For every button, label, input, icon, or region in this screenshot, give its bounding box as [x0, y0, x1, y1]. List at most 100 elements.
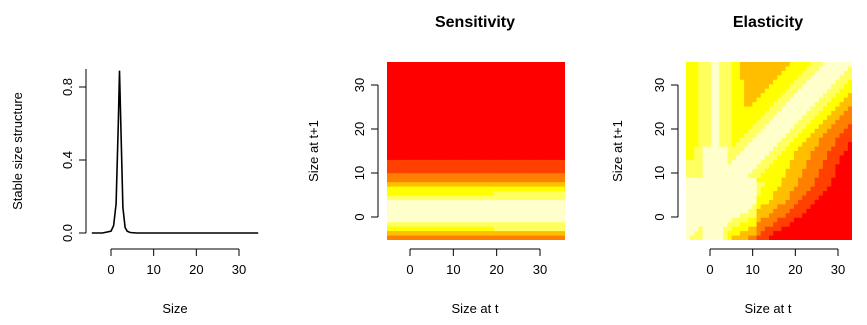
panel3-heat-cell	[827, 146, 832, 152]
panel2-heat-cell	[409, 186, 415, 192]
panel3-heat-cell	[702, 133, 708, 139]
panel2-heat-cell	[449, 88, 455, 94]
panel3-heat-cell	[839, 106, 845, 112]
panel3-heat-cell	[785, 231, 791, 237]
panel3-heat-cell	[843, 97, 849, 103]
panel3-heat-cell	[793, 199, 799, 205]
panel3-heat-cell	[760, 155, 766, 161]
panel3-heat-cell	[831, 182, 836, 188]
panel2-heat-cell	[502, 204, 508, 210]
panel2-heat-cell	[502, 173, 508, 179]
panel3-heat-cell	[719, 84, 724, 90]
panel2-heat-cell	[458, 164, 464, 170]
panel2-heat-cell	[507, 93, 513, 99]
panel3-heat-cell	[793, 217, 799, 223]
panel2-heat-cell	[387, 208, 393, 214]
panel3-heat-cell	[802, 159, 807, 165]
panel3-heat-cell	[827, 231, 832, 237]
panel2-heat-cell	[422, 84, 428, 90]
panel2-heat-cell	[542, 222, 548, 228]
panel3-heat-cell	[731, 164, 737, 170]
panel2-heat-cell	[431, 106, 437, 112]
panel3-heat-cell	[793, 168, 799, 174]
panel2-heat-cell	[502, 84, 508, 90]
panel3-heat-cell	[773, 191, 778, 197]
panel2-heat-cell	[502, 133, 508, 139]
panel3-heat-cell	[694, 84, 700, 90]
panel3-heat-cell	[785, 93, 791, 99]
panel3-heat-cell	[806, 164, 812, 170]
panel2-heat-cell	[502, 66, 508, 72]
panel2-heat-cell	[404, 151, 410, 157]
panel2-heat-cell	[498, 168, 504, 174]
panel3-heat-cell	[735, 124, 741, 130]
panel2-heat-cell	[409, 182, 415, 188]
panel2-heat-cell	[471, 231, 477, 237]
panel2-heat-cell	[444, 208, 450, 214]
panel2-heat-cell	[395, 173, 401, 179]
panel3-heat-cell	[806, 62, 812, 68]
panel3-heat-cell	[806, 217, 812, 223]
panel2-heat-cell	[391, 222, 397, 228]
panel3-heat-cell	[764, 231, 770, 237]
panel3-heat-cell	[727, 213, 733, 219]
panel3-heat-cell	[694, 213, 700, 219]
panel3-heat-cell	[735, 75, 741, 81]
panel3-heat-cell	[839, 177, 845, 183]
panel2-heat-cell	[498, 93, 504, 99]
panel2-heat-cell	[498, 84, 504, 90]
panel3-heat-cell	[756, 66, 762, 72]
panel3-heat-cell	[760, 217, 766, 223]
panel3-heat-cell	[710, 84, 716, 90]
panel2-heat-cell	[462, 182, 468, 188]
panel3-heat-cell	[756, 231, 762, 237]
panel2-heat-cell	[524, 102, 530, 108]
panel3-heat-cell	[686, 195, 691, 201]
panel3-heat-cell	[702, 168, 708, 174]
panel3-heat-cell	[731, 146, 737, 152]
panel2-heat-cell	[502, 168, 508, 174]
panel3-heat-cell	[831, 222, 836, 228]
panel3-heat-cell	[702, 84, 708, 90]
panel3-heat-cell	[731, 133, 737, 139]
panel3-heat-cell	[785, 208, 791, 214]
panel3-heat-cell	[822, 75, 828, 81]
panel3-heat-cell	[769, 222, 774, 228]
panel3-heat-cell	[831, 159, 836, 165]
panel3-heat-cell	[831, 133, 836, 139]
panel2-heat-cell	[387, 226, 393, 232]
panel3-heat-cell	[723, 66, 729, 72]
panel3-heat-cell	[739, 231, 745, 237]
panel3-heat-cell	[827, 217, 832, 223]
panel2-heat-cell	[547, 208, 553, 214]
panel2-heat-cell	[449, 128, 455, 134]
panel3-heat-cell	[686, 151, 691, 157]
panel2-heat-cell	[516, 115, 522, 121]
panel3-heat-cell	[719, 155, 724, 161]
panel2-heat-cell	[493, 110, 499, 116]
panel3-heat-cell	[773, 186, 778, 192]
panel3-heat-cell	[806, 231, 812, 237]
panel2-heat-cell	[418, 222, 424, 228]
panel3-heat-cell	[818, 146, 824, 152]
panel2-heat-cell	[484, 84, 490, 90]
panel3-heatmap	[686, 62, 852, 240]
panel3-heat-cell	[802, 106, 807, 112]
panel3-heat-cell	[785, 137, 791, 143]
panel3-heat-cell	[798, 146, 803, 152]
panel2-heat-cell	[498, 226, 504, 232]
panel2-heat-cell	[467, 168, 473, 174]
panel3-heat-cell	[698, 159, 704, 165]
panel2-heat-cell	[400, 191, 406, 197]
panel2-heat-cell	[538, 97, 544, 103]
panel2-heat-cell	[556, 70, 562, 76]
panel2-heat-cell	[418, 186, 424, 192]
panel2-heat-cell	[516, 102, 522, 108]
panel2-heat-cell	[431, 231, 437, 237]
panel3-heat-cell	[773, 124, 778, 130]
panel3-heat-cell	[731, 217, 737, 223]
panel2-heat-cell	[387, 191, 393, 197]
panel3-heat-cell	[835, 159, 841, 165]
panel2-heat-cell	[418, 226, 424, 232]
panel2-heat-cell	[418, 142, 424, 148]
